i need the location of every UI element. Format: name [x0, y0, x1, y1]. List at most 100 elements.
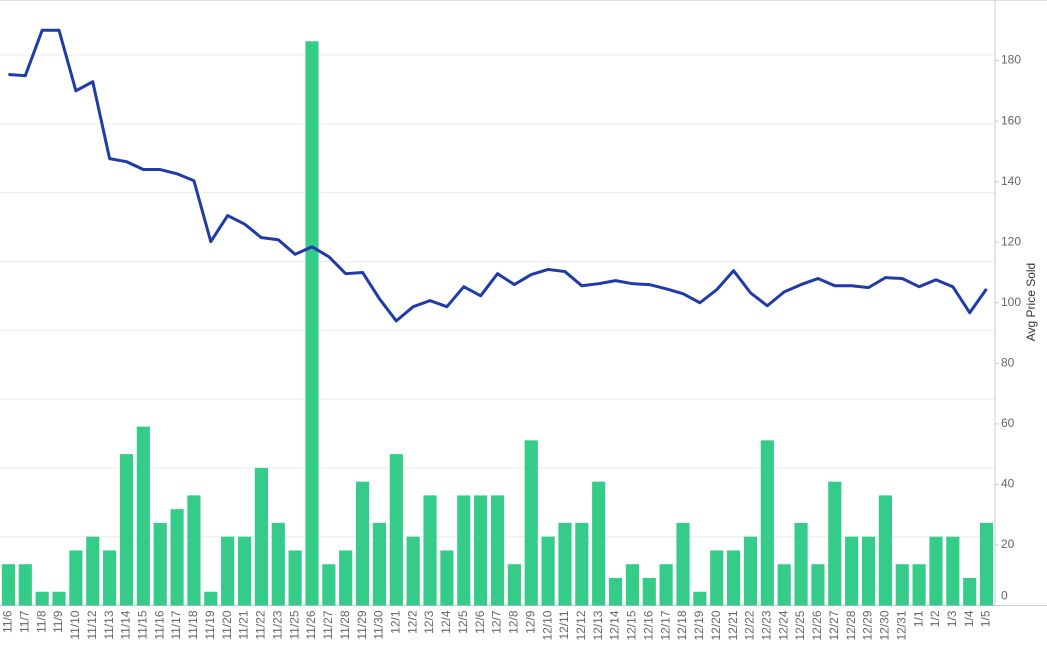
x-tick-label: 11/28	[338, 610, 352, 639]
x-tick-label: 11/6	[1, 610, 15, 633]
bar	[254, 467, 268, 606]
bar	[1, 564, 16, 606]
x-tick-label: 12/4	[439, 610, 453, 634]
bar	[356, 481, 370, 606]
x-tick-label: 1/3	[945, 610, 959, 627]
x-tick-label: 12/10	[540, 610, 554, 640]
line	[8, 28, 988, 323]
x-tick-label: 11/18	[186, 610, 200, 639]
x-tick-label: 12/22	[743, 610, 757, 640]
bar	[35, 591, 49, 606]
bar	[524, 440, 538, 606]
bar	[322, 564, 336, 606]
x-tick-label: 11/29	[355, 610, 369, 639]
x-tick-label: 11/12	[85, 610, 99, 639]
x-tick-label: 12/16	[641, 610, 655, 640]
y2-tick-label: 180	[1001, 53, 1021, 67]
bar	[52, 591, 66, 606]
bar	[187, 495, 201, 606]
bar	[608, 577, 623, 606]
bar	[946, 536, 960, 606]
bar	[103, 550, 117, 606]
x-tick-label: 11/9	[51, 610, 65, 633]
bar	[69, 550, 83, 606]
y2-axis-title: Avg Price Sold	[1024, 263, 1038, 342]
x-tick-label: 11/17	[169, 610, 183, 639]
x-tick-label: 11/20	[220, 610, 234, 639]
x-tick-label: 11/26	[304, 610, 318, 639]
y2-tick-label: 0	[1001, 589, 1008, 603]
x-tick-label: 11/16	[152, 610, 166, 639]
y2-tick-label: 60	[1001, 416, 1015, 430]
x-tick-label: 11/13	[102, 610, 116, 639]
bar	[406, 536, 420, 606]
x-tick-label: 11/19	[203, 610, 217, 639]
x-tick-label: 12/18	[675, 610, 689, 640]
x-tick-label: 1/2	[928, 610, 942, 627]
bar	[490, 495, 505, 606]
bar	[743, 536, 758, 606]
x-tick-label: 12/20	[709, 610, 723, 640]
x-tick-label: 12/7	[490, 610, 504, 634]
bar	[305, 41, 319, 606]
bar	[541, 536, 555, 606]
x-tick-label: 11/25	[287, 610, 301, 639]
bar	[86, 536, 100, 606]
bar	[710, 550, 724, 606]
bar	[625, 564, 639, 606]
x-tick-label: 12/23	[760, 610, 774, 640]
bar	[558, 522, 572, 606]
x-tick-label: 11/8	[34, 610, 48, 633]
bar	[136, 426, 150, 606]
x-tick-label: 12/19	[692, 610, 706, 640]
bar	[676, 522, 690, 606]
bar	[845, 536, 859, 606]
x-tick-label: 12/11	[557, 610, 571, 639]
bar	[288, 550, 302, 606]
x-tick-label: 11/15	[136, 610, 150, 639]
bar	[929, 536, 943, 606]
x-tick-label: 12/28	[844, 610, 858, 640]
x-tick-label: 12/26	[810, 610, 824, 640]
bar	[575, 522, 589, 606]
bar	[170, 509, 184, 606]
x-tick-label: 12/30	[878, 610, 892, 640]
bar	[777, 564, 791, 606]
x-tick-label: 12/9	[523, 610, 537, 634]
bar	[507, 564, 521, 606]
x-tick-label: 12/2	[405, 610, 419, 634]
bar	[339, 550, 353, 606]
y2-tick-label: 20	[1001, 537, 1015, 551]
bar	[372, 522, 387, 606]
bar	[221, 536, 235, 606]
x-tick-label: 11/14	[119, 610, 133, 639]
x-tick-label: 12/5	[456, 610, 470, 634]
bar	[912, 564, 926, 606]
x-tick-label: 11/21	[237, 610, 251, 639]
bar	[659, 564, 673, 606]
bar	[153, 522, 167, 606]
x-tick-label: 12/24	[776, 610, 790, 640]
x-tick-label: 12/13	[591, 610, 605, 640]
y2-tick-label: 160	[1001, 113, 1021, 127]
y2-tick-label: 120	[1001, 234, 1021, 248]
bar	[963, 577, 977, 606]
x-tick-label: 12/6	[473, 610, 487, 634]
bar	[389, 454, 403, 606]
bar	[474, 495, 488, 606]
y2-tick-label: 80	[1001, 355, 1015, 369]
bar	[811, 564, 825, 606]
bar	[119, 454, 134, 606]
x-tick-label: 11/22	[254, 610, 268, 639]
bar	[861, 536, 876, 606]
y2-tick-label: 40	[1001, 477, 1015, 491]
bar	[895, 564, 909, 606]
x-tick-label: 12/25	[793, 610, 807, 640]
x-tick-label: 12/31	[894, 610, 908, 640]
x-tick-label: 12/14	[608, 610, 622, 640]
bar	[642, 577, 656, 606]
bar	[760, 440, 774, 606]
y2-tick-label: 140	[1001, 174, 1021, 188]
